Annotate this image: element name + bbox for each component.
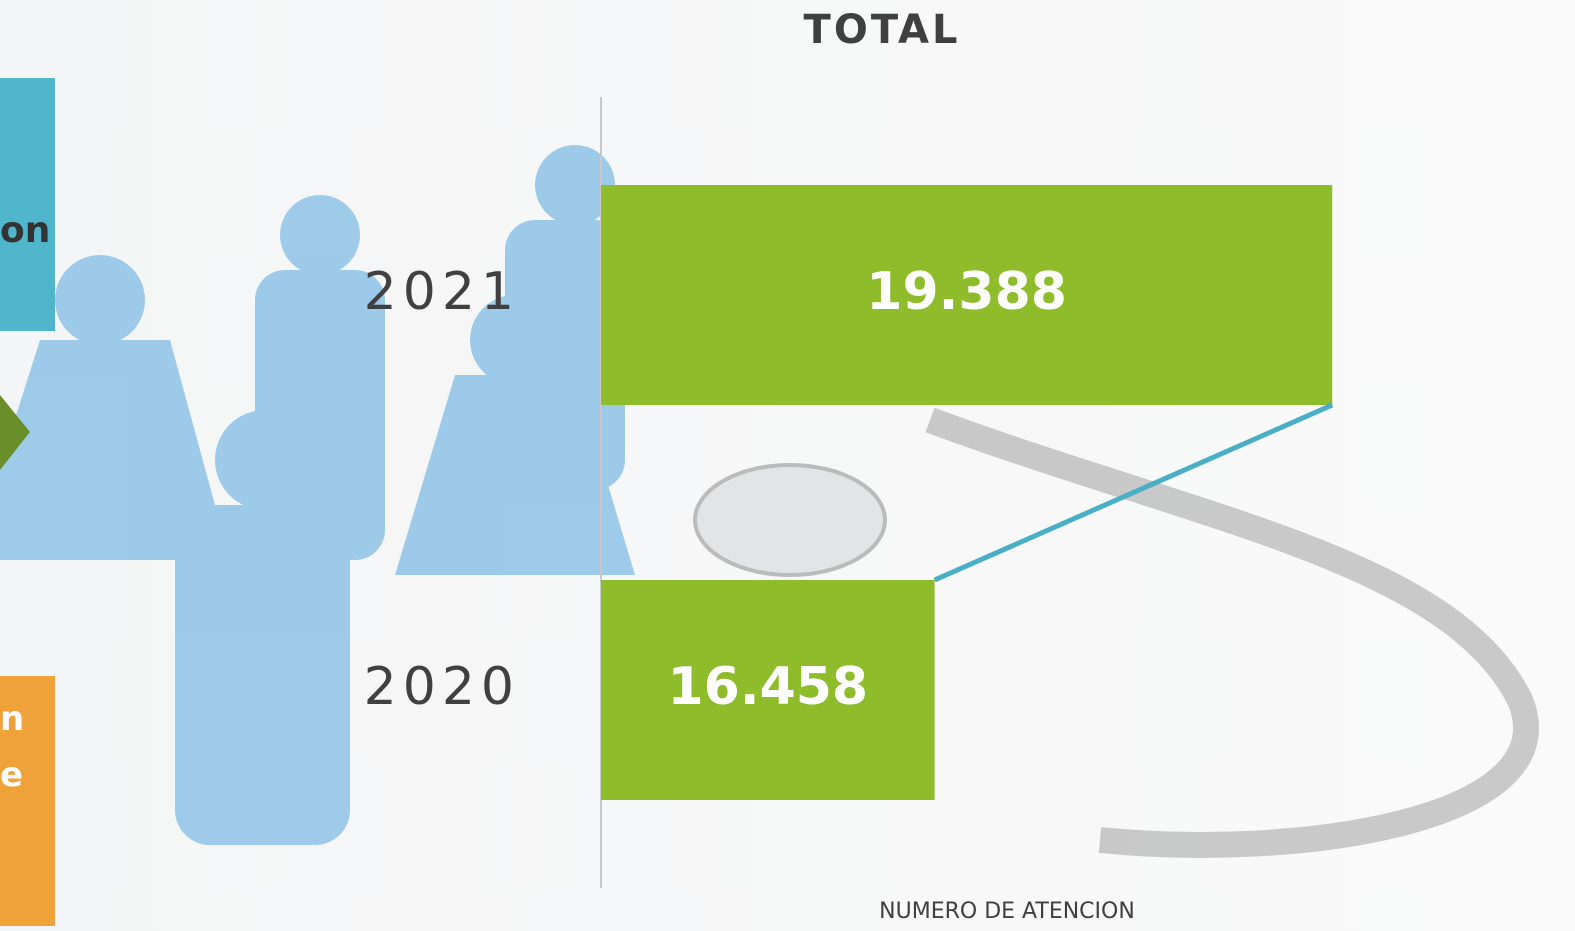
stethoscope-head [693, 463, 887, 577]
bar [601, 580, 935, 800]
value-label: 19.388 [866, 262, 1067, 322]
category-label: 2020 [364, 657, 520, 717]
chart-title: TOTAL [804, 7, 961, 53]
x-axis-label: NUMERO DE ATENCION [879, 899, 1135, 924]
side-arrow [0, 395, 30, 470]
people-illustration [0, 145, 635, 845]
bar [601, 185, 1333, 405]
stethoscope-illustration [925, 407, 1539, 858]
side-panel [0, 78, 55, 331]
connector-line [933, 402, 1334, 583]
side-panel [0, 676, 55, 926]
side-panel-text: on [0, 210, 50, 251]
value-label: 16.458 [667, 657, 868, 717]
category-label: 2021 [364, 262, 520, 322]
